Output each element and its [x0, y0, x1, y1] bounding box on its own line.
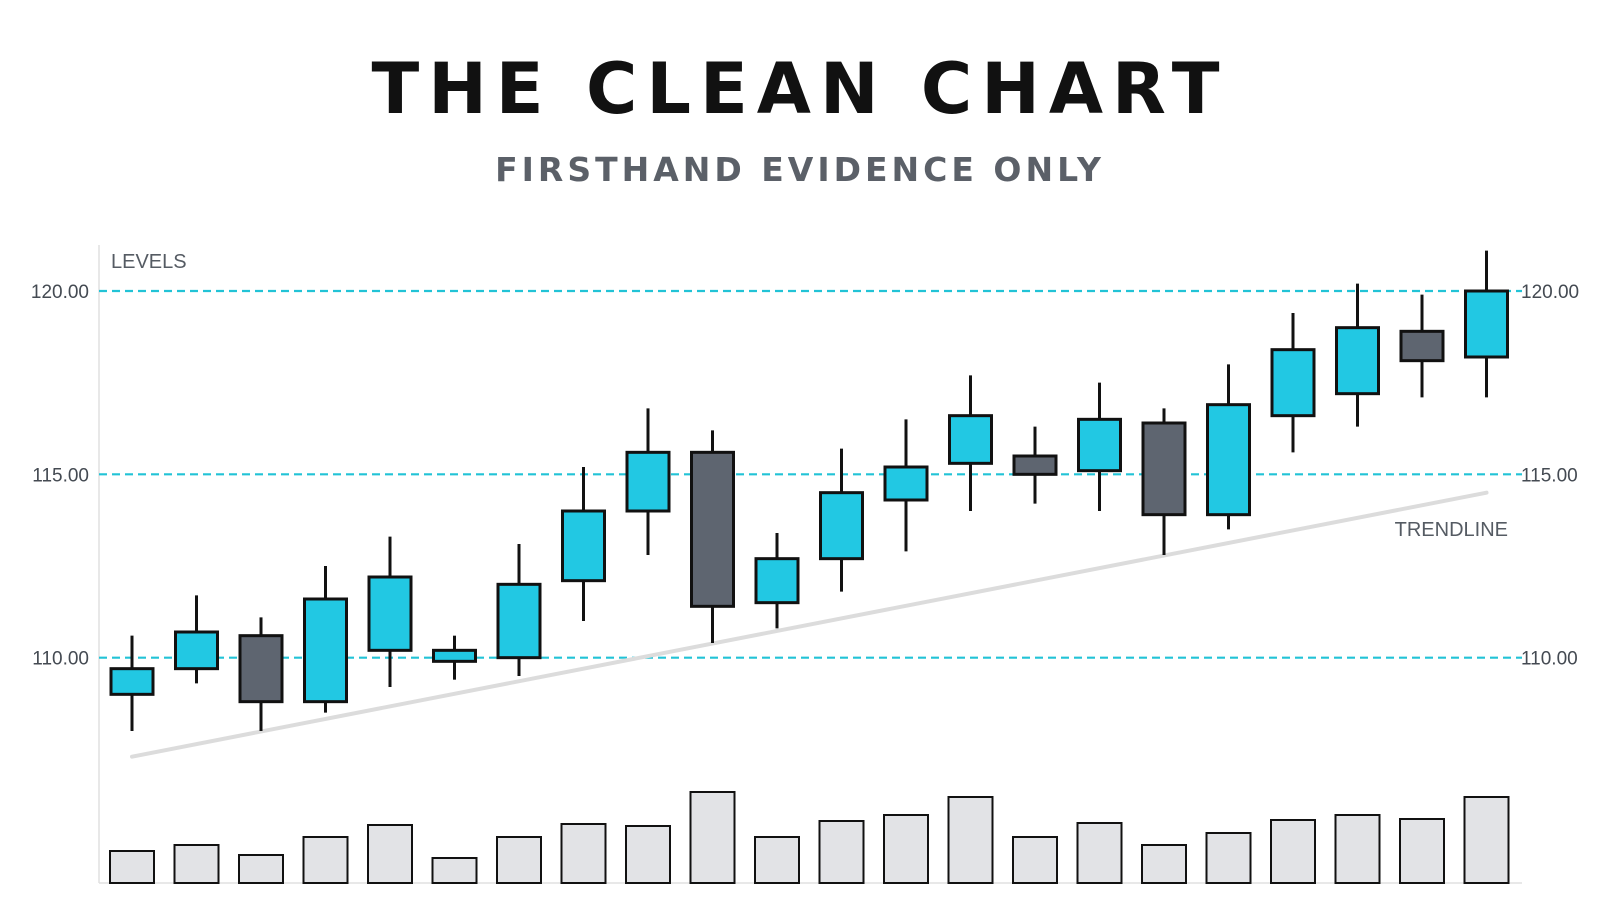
candle-body-up	[819, 491, 864, 561]
volume-bar	[947, 796, 994, 884]
volume-bar	[431, 857, 478, 884]
candle-body-up	[496, 582, 542, 660]
volume-bar	[1141, 844, 1187, 884]
candle-body-up	[1464, 289, 1509, 359]
candle-body-up	[303, 597, 348, 704]
volume-bar	[302, 836, 349, 884]
candle-body-up	[625, 450, 671, 513]
volume-bar	[1012, 836, 1058, 884]
volume-bar	[238, 854, 284, 884]
volume-bar	[1270, 819, 1316, 884]
candle-body-up	[367, 575, 413, 652]
candle-body-down	[1141, 421, 1187, 517]
volume-bar	[1463, 796, 1510, 884]
candle-body-up	[432, 648, 477, 663]
candle-body-down	[1012, 454, 1058, 476]
volume-bars	[109, 791, 1510, 884]
volume-bar	[560, 823, 607, 884]
y-axis-labels-right: 110.00 115.00 120.00	[1521, 282, 1579, 670]
volume-bar	[818, 820, 865, 884]
volume-bar	[625, 825, 671, 884]
candle-body-down	[1399, 329, 1445, 363]
candle-body-up	[1335, 326, 1380, 396]
chart-title: THE CLEAN CHART	[371, 48, 1229, 130]
volume-bar	[1076, 822, 1123, 884]
volume-bar	[496, 836, 542, 884]
candle-body-up	[109, 667, 155, 696]
levels-label: LEVELS	[111, 251, 187, 273]
y-tick-label: 110.00	[32, 649, 89, 670]
volume-bar	[883, 814, 929, 884]
volume-bar	[689, 791, 736, 884]
candle-body-down	[690, 450, 735, 608]
candle-body-up	[561, 509, 606, 583]
candles	[109, 250, 1509, 731]
volume-bar	[754, 836, 800, 884]
volume-bar	[1205, 832, 1252, 884]
y-tick-label: 115.00	[1521, 465, 1578, 486]
volume-bar	[173, 844, 220, 884]
candle-body-up	[1206, 403, 1251, 517]
y-tick-label: 120.00	[31, 282, 89, 303]
volume-bar	[1399, 818, 1445, 884]
y-axis-labels-left: 110.00 115.00 120.00	[31, 282, 89, 670]
trendline	[130, 490, 1489, 759]
volume-bar	[367, 824, 413, 884]
candle-body-up	[754, 557, 800, 605]
volume-bar	[1334, 814, 1381, 884]
candle-body-up	[1270, 348, 1316, 418]
candle-body-up	[174, 630, 219, 671]
candle-body-down	[238, 634, 284, 704]
candle-body-up	[1077, 417, 1122, 473]
y-tick-label: 110.00	[1521, 649, 1578, 670]
chart-subtitle: FIRSTHAND EVIDENCE ONLY	[495, 150, 1105, 189]
candle-body-up	[883, 465, 929, 502]
y-tick-label: 115.00	[32, 465, 89, 486]
trendline-label: TRENDLINE	[1395, 519, 1508, 541]
y-tick-label: 120.00	[1521, 282, 1579, 303]
volume-bar	[109, 850, 155, 884]
candle-body-up	[948, 414, 993, 465]
